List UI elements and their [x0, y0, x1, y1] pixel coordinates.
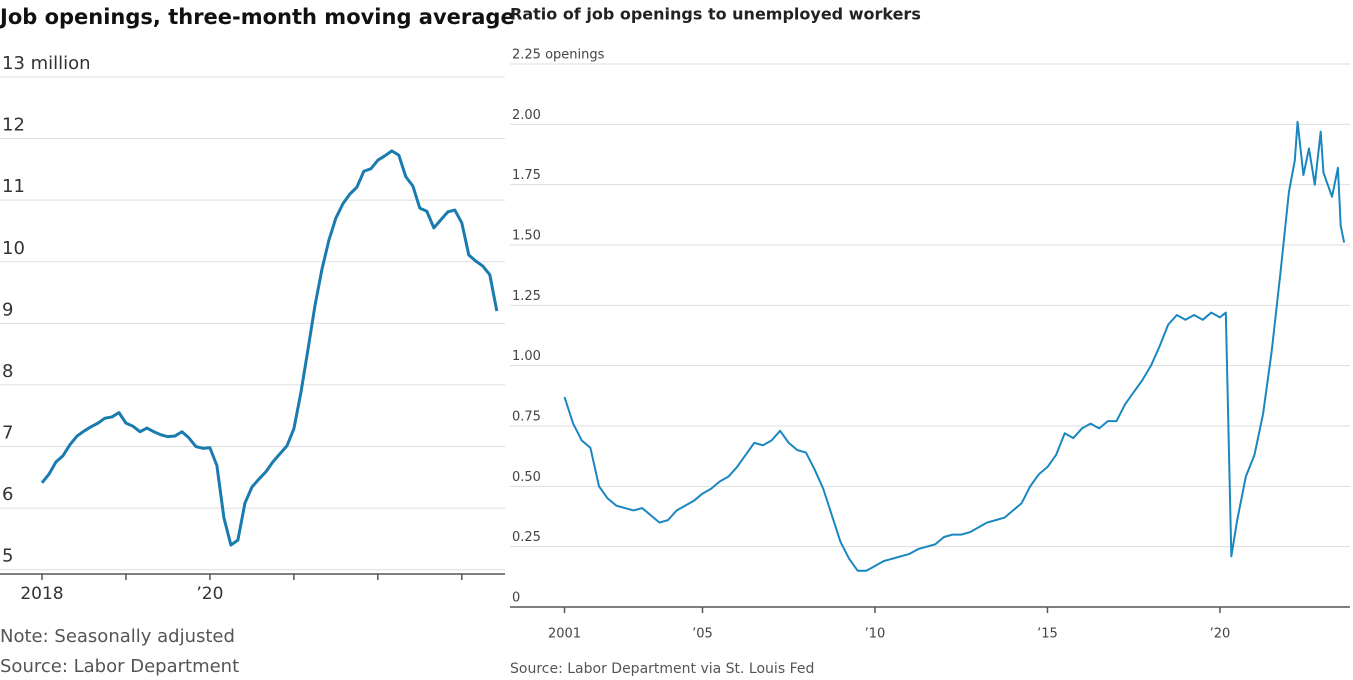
y-tick-label: 9: [2, 299, 13, 320]
x-tick-label: 2018: [20, 584, 63, 604]
data-line: [563, 120, 1346, 572]
y-tick-label: 2.00: [512, 108, 541, 123]
y-tick-label: 0: [512, 591, 520, 606]
source: Source: Labor Department via St. Louis F…: [510, 661, 814, 677]
y-tick-label: 0.75: [512, 410, 541, 425]
x-tick-label: ’20: [196, 584, 223, 604]
y-tick-label: 1.50: [512, 229, 541, 244]
y-tick-label: 10: [2, 238, 25, 259]
y-tick-label: 13 million: [2, 53, 91, 74]
y-tick-label: 0.25: [512, 530, 541, 545]
x-tick-label: ’20: [1210, 627, 1231, 642]
chart-title: Job openings, three-month moving average: [0, 5, 515, 29]
note: Note: Seasonally adjusted: [0, 626, 235, 647]
x-tick-label: 2001: [548, 627, 581, 642]
y-tick-label: 11: [2, 176, 25, 197]
x-tick-label: ’10: [865, 627, 886, 642]
y-tick-label: 1.00: [512, 349, 541, 364]
x-tick-label: ’05: [692, 627, 713, 642]
y-tick-label: 1.75: [512, 168, 541, 183]
y-tick-label: 5: [2, 546, 13, 567]
y-tick-label: 12: [2, 115, 25, 136]
source: Source: Labor Department: [0, 656, 239, 677]
x-tick-label: ’15: [1037, 627, 1058, 642]
chart-title: Ratio of job openings to unemployed work…: [510, 5, 921, 24]
y-tick-label: 0.50: [512, 470, 541, 485]
y-tick-label: 2.25 openings: [512, 48, 605, 63]
y-tick-label: 1.25: [512, 289, 541, 304]
y-tick-label: 8: [2, 361, 13, 382]
data-line: [40, 149, 499, 547]
y-tick-label: 6: [2, 484, 13, 505]
y-tick-label: 7: [2, 423, 13, 444]
